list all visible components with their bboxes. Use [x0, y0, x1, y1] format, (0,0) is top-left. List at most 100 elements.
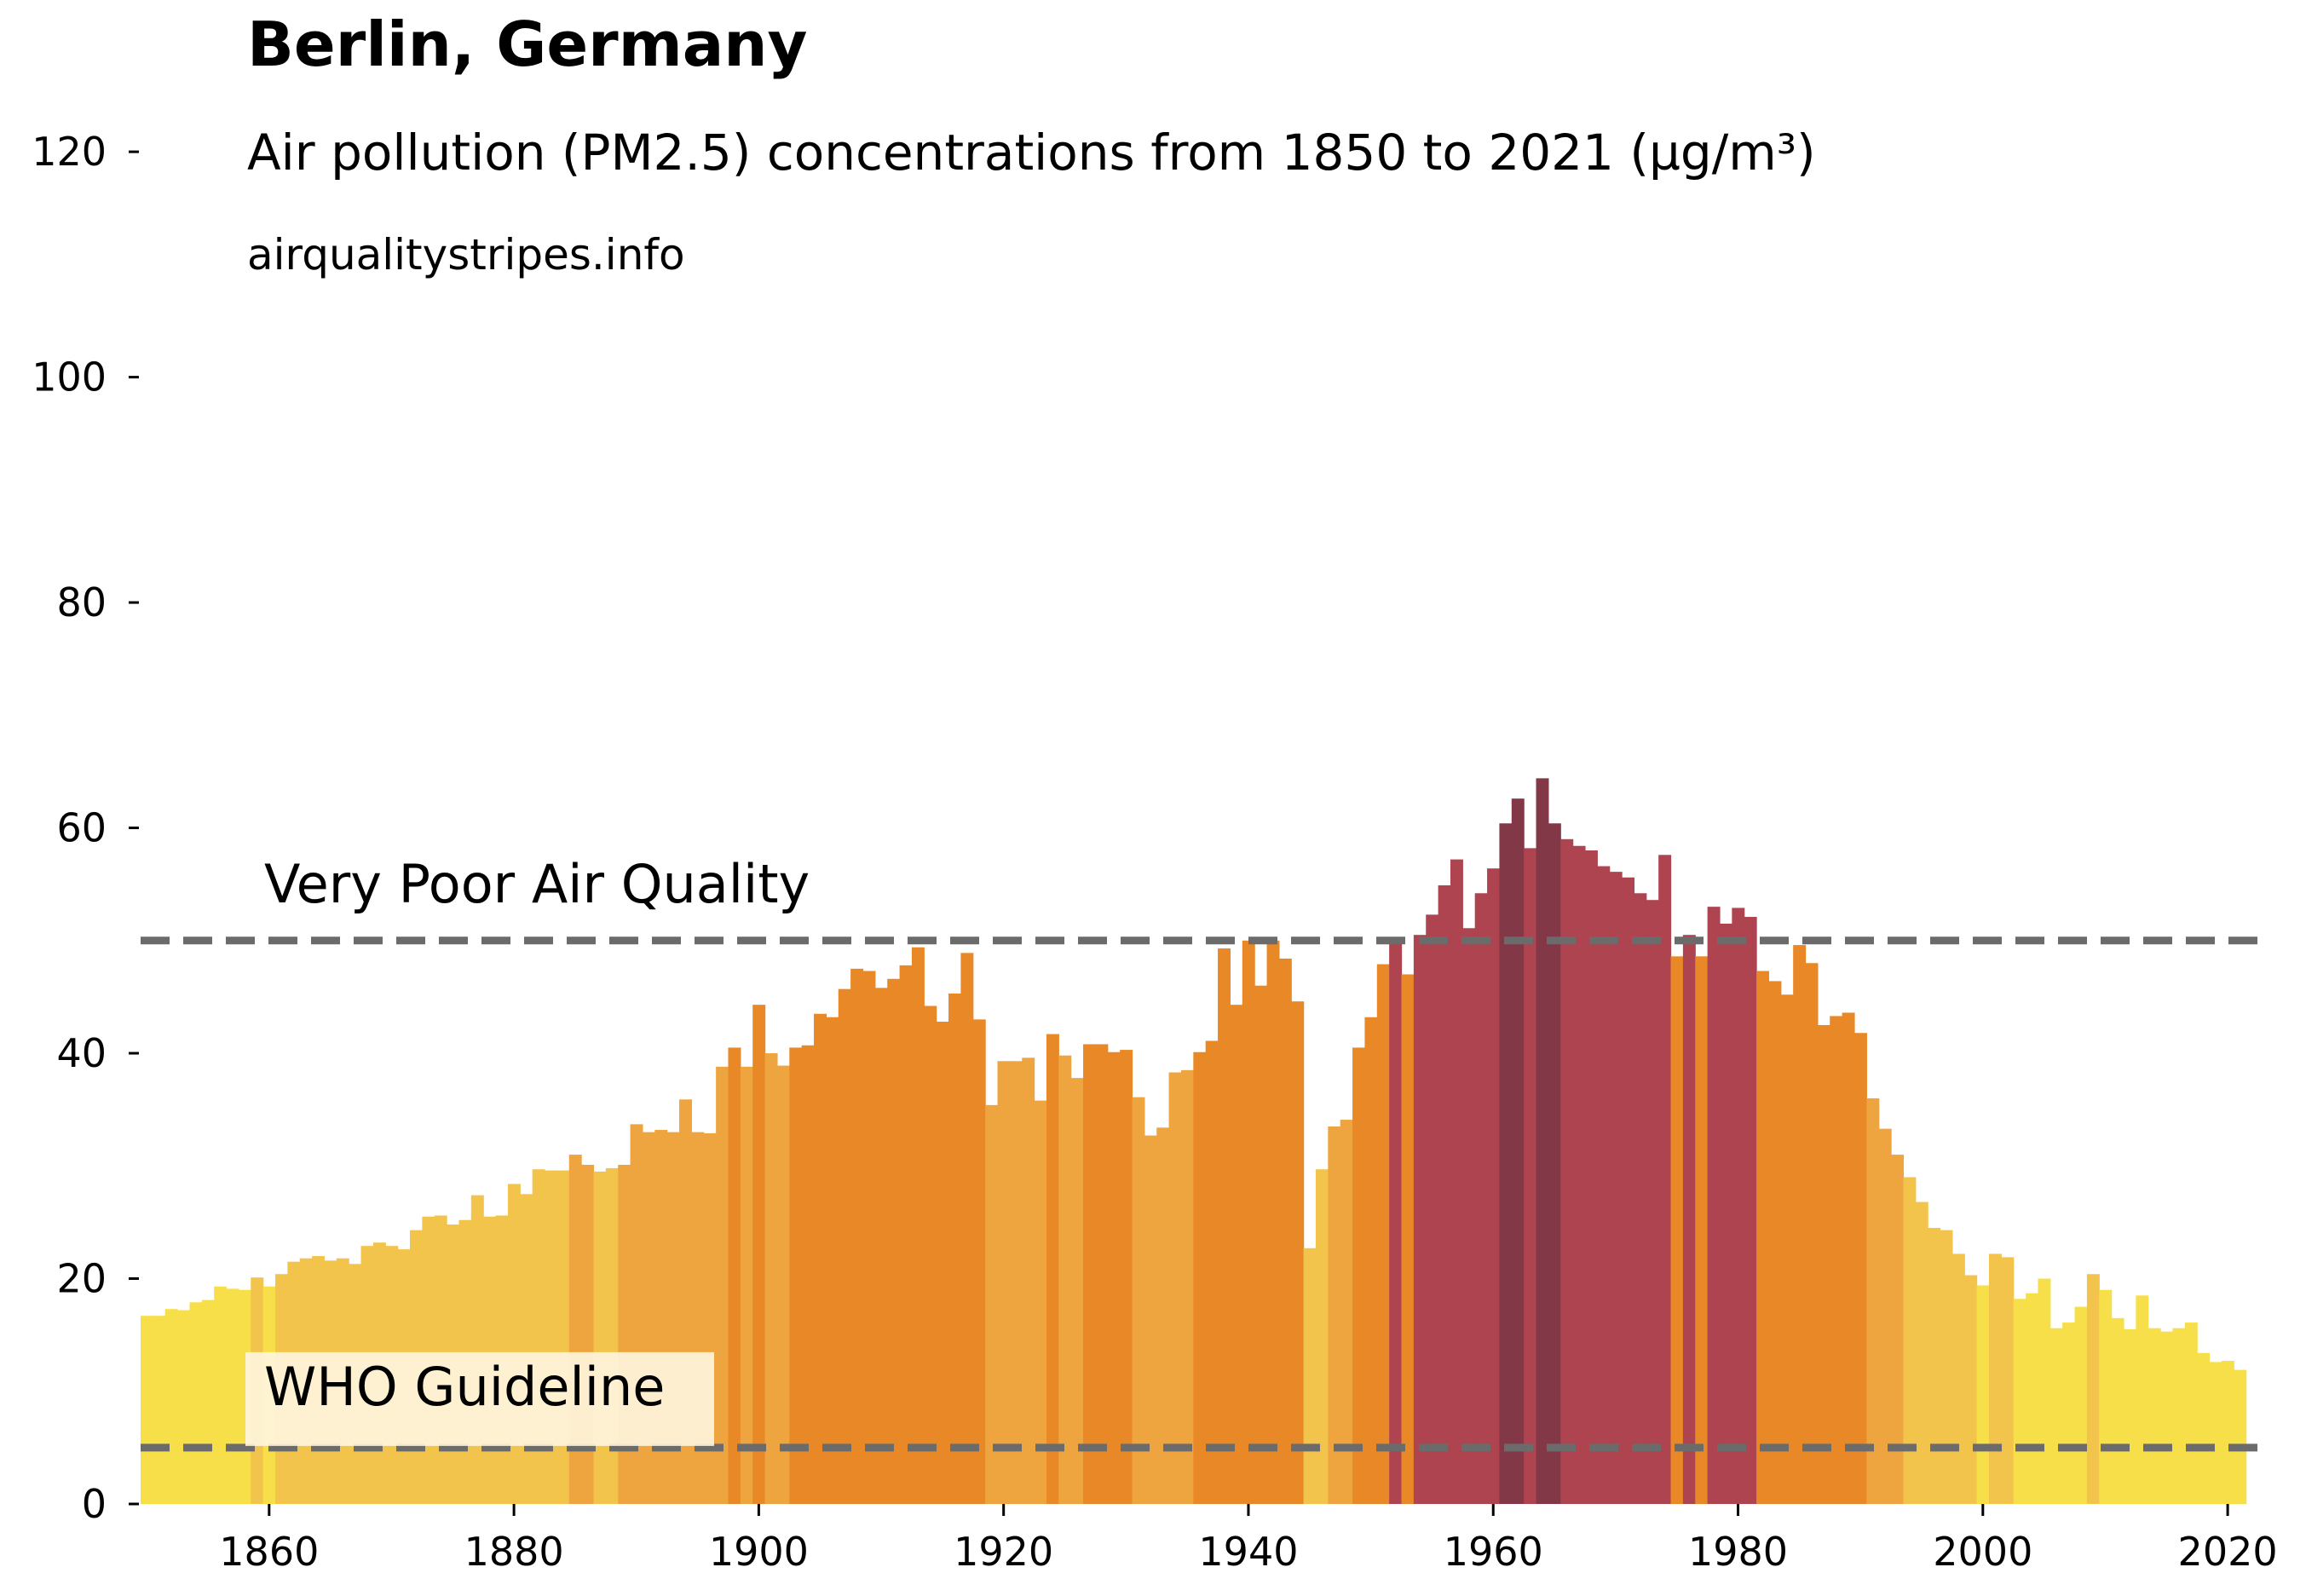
bar-1901: [764, 1053, 778, 1504]
bar-1850: [141, 1316, 153, 1504]
bar-1942: [1266, 940, 1280, 1504]
x-tick-label-1960: 1960: [1444, 1529, 1543, 1575]
y-tick-label-60: 60: [56, 805, 107, 851]
bar-1939: [1230, 1005, 1243, 1504]
bar-1930: [1120, 1050, 1133, 1504]
bar-1898: [728, 1047, 741, 1504]
bar-1913: [911, 947, 925, 1504]
bar-2005: [2038, 1278, 2051, 1504]
bar-1907: [838, 988, 851, 1504]
bar-1904: [801, 1045, 815, 1504]
bar-1921: [1009, 1061, 1023, 1504]
bar-1980: [1732, 907, 1745, 1504]
bar-1937: [1205, 1040, 1219, 1504]
bar-1978: [1707, 907, 1721, 1504]
bar-1915: [936, 1022, 949, 1504]
bar-1883: [545, 1170, 557, 1504]
bar-1897: [716, 1066, 729, 1504]
bar-1949: [1352, 1047, 1366, 1504]
x-tick-label-2020: 2020: [2178, 1529, 2278, 1575]
y-tick-label-0: 0: [82, 1481, 107, 1527]
bar-1933: [1156, 1127, 1170, 1504]
bar-1961: [1499, 823, 1513, 1504]
bar-1926: [1070, 1078, 1084, 1504]
bar-1851: [153, 1316, 166, 1504]
bar-1957: [1450, 859, 1463, 1504]
bar-1899: [740, 1066, 753, 1504]
bar-1928: [1095, 1044, 1109, 1504]
bar-1918: [972, 1019, 986, 1504]
bar-1931: [1132, 1097, 1145, 1504]
bar-1889: [618, 1164, 631, 1504]
bar-2002: [2001, 1257, 2015, 1504]
x-tick-label-1920: 1920: [954, 1529, 1053, 1575]
bar-1905: [814, 1013, 827, 1504]
bar-1902: [776, 1065, 790, 1504]
bar-2003: [2013, 1299, 2026, 1504]
x-tick-label-1980: 1980: [1688, 1529, 1788, 1575]
bar-2009: [2086, 1274, 2100, 1504]
bar-1910: [874, 988, 888, 1504]
bar-1960: [1487, 868, 1501, 1504]
bar-2015: [2160, 1331, 2174, 1504]
bar-1941: [1254, 985, 1268, 1504]
bar-1940: [1242, 940, 1255, 1504]
bar-1854: [189, 1302, 203, 1504]
bar-1975: [1670, 956, 1684, 1504]
bar-1938: [1218, 948, 1231, 1504]
bar-1991: [1866, 1098, 1880, 1504]
y-tick-label-40: 40: [56, 1030, 107, 1076]
bar-1888: [605, 1167, 619, 1504]
bar-2016: [2172, 1328, 2186, 1504]
bar-2021: [2234, 1369, 2247, 1504]
x-tick-label-1900: 1900: [709, 1529, 809, 1575]
bar-1857: [226, 1288, 239, 1504]
bar-1886: [581, 1164, 595, 1504]
bar-2019: [2209, 1362, 2222, 1504]
bar-2001: [1988, 1253, 2002, 1504]
bar-1969: [1597, 866, 1611, 1504]
bar-1984: [1780, 994, 1794, 1504]
bar-1971: [1622, 877, 1635, 1504]
bar-1970: [1609, 872, 1623, 1504]
who-label-box: [245, 1351, 714, 1446]
bar-1997: [1940, 1230, 1953, 1504]
bar-1993: [1891, 1155, 1905, 1504]
bar-1988: [1830, 1016, 1843, 1504]
bar-1989: [1842, 1012, 1855, 1504]
bar-1929: [1107, 1052, 1121, 1504]
bar-2008: [2074, 1306, 2088, 1504]
bar-1999: [1964, 1275, 1978, 1504]
bar-1855: [201, 1299, 215, 1504]
chart-source: airqualitystripes.info: [247, 230, 685, 279]
bar-1965: [1548, 823, 1561, 1504]
bar-1958: [1462, 928, 1476, 1504]
bar-1945: [1303, 1247, 1317, 1504]
bar-1996: [1928, 1228, 1941, 1504]
bar-1976: [1682, 935, 1696, 1504]
bar-1964: [1536, 778, 1549, 1504]
bar-1884: [556, 1170, 570, 1504]
y-tick-label-20: 20: [56, 1256, 107, 1302]
bar-1992: [1878, 1128, 1892, 1504]
bar-2018: [2197, 1352, 2211, 1504]
bar-1990: [1853, 1033, 1867, 1504]
y-tick-label-100: 100: [32, 354, 107, 400]
bar-2020: [2221, 1361, 2234, 1504]
bar-1967: [1572, 845, 1586, 1504]
bar-1911: [887, 978, 901, 1504]
x-tick-label-2000: 2000: [1933, 1529, 2032, 1575]
bar-1885: [568, 1155, 582, 1504]
bar-1962: [1511, 798, 1525, 1504]
bar-2012: [2123, 1329, 2136, 1504]
bar-2013: [2136, 1295, 2149, 1504]
bar-1979: [1719, 923, 1732, 1504]
reference-lines: Very Poor Air Quality WHO Guideline: [141, 853, 2258, 1452]
bar-1955: [1426, 914, 1439, 1504]
bar-1906: [826, 1017, 839, 1504]
bar-1877: [470, 1195, 484, 1504]
bar-1887: [593, 1171, 607, 1504]
bar-1977: [1695, 956, 1709, 1504]
bar-1972: [1634, 893, 1647, 1504]
